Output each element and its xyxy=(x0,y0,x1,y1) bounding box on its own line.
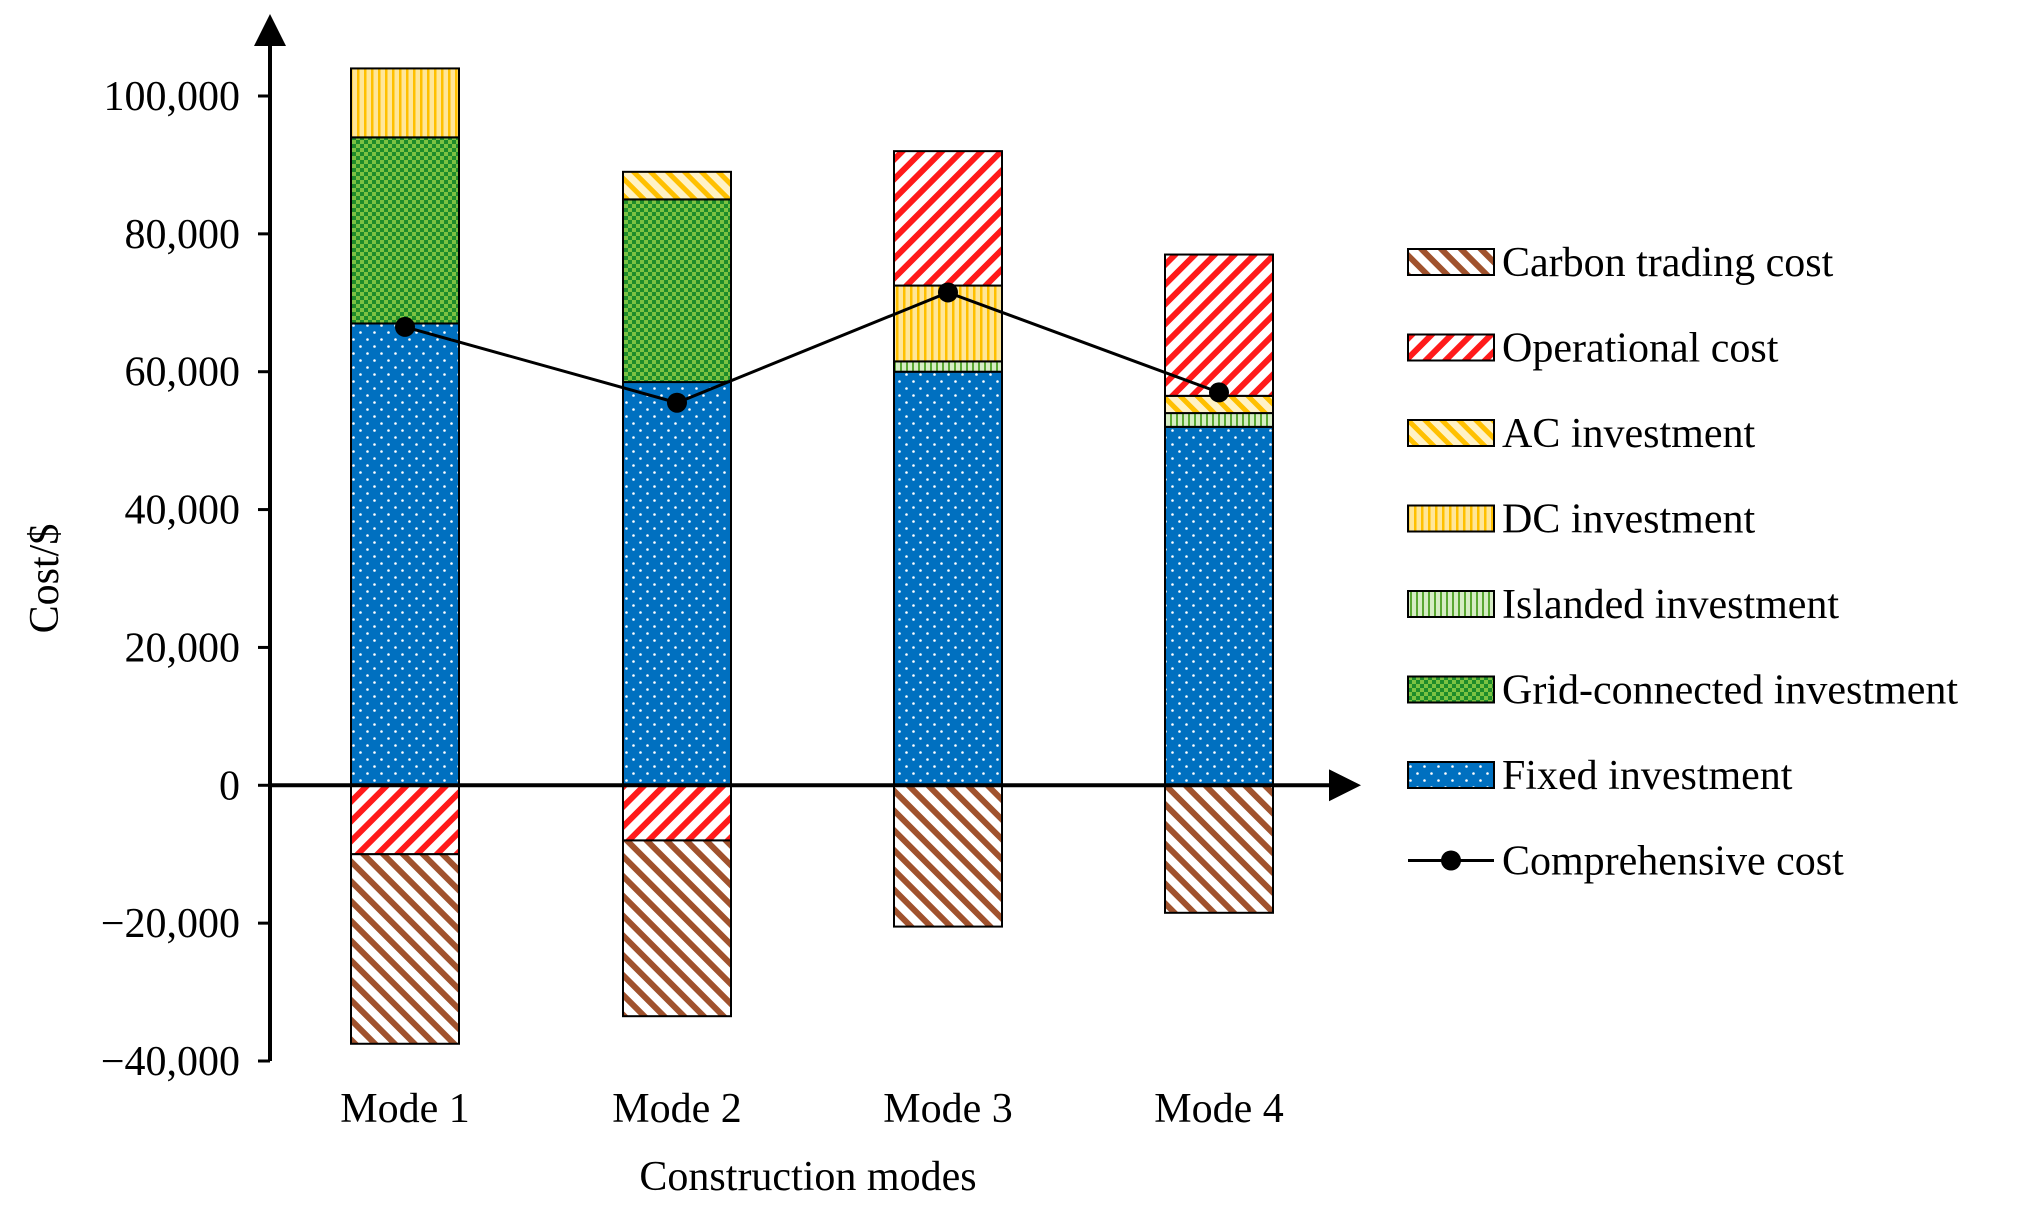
legend-label: Fixed investment xyxy=(1502,753,1793,799)
legend-swatch xyxy=(1408,591,1494,617)
comprehensive-cost-point xyxy=(667,393,687,413)
legend-swatch xyxy=(1408,677,1494,703)
legend-swatch-marker xyxy=(1441,851,1461,871)
y-tick-label: 60,000 xyxy=(125,350,241,396)
legend-swatch xyxy=(1408,249,1494,275)
bar-mode-2-operational-cost xyxy=(623,785,731,840)
bar-mode-4-carbon-trading-cost xyxy=(1165,785,1273,913)
y-tick-label: 80,000 xyxy=(125,212,241,258)
legend-label: AC investment xyxy=(1502,411,1755,457)
bar-mode-3-operational-cost xyxy=(894,151,1002,285)
legend-label: Grid-connected investment xyxy=(1502,668,1958,714)
comprehensive-cost-line-layer xyxy=(395,282,1229,412)
bar-mode-2-fixed-investment xyxy=(623,382,731,785)
chart-container: 100,000 80,000 60,000 40,000 20,000 0 −20,000 −… xyxy=(0,0,2040,1223)
bar-mode-4-islanded-investment xyxy=(1165,413,1273,427)
legend-item-operational-cost: Operational cost xyxy=(1408,326,1779,372)
bar-mode-1-carbon-trading-cost xyxy=(351,854,459,1044)
bar-mode-2-grid-connected-investment xyxy=(623,199,731,382)
legend-swatch xyxy=(1408,506,1494,532)
x-axis-title: Construction modes xyxy=(639,1154,976,1200)
x-tick-label: Mode 1 xyxy=(340,1086,470,1132)
legend-swatch xyxy=(1408,335,1494,361)
legend-item-dc-investment: DC investment xyxy=(1408,497,1755,543)
bar-mode-1-fixed-investment xyxy=(351,323,459,785)
comprehensive-cost-point xyxy=(1209,382,1229,402)
x-tick-label: Mode 2 xyxy=(612,1086,742,1132)
legend-label: Operational cost xyxy=(1502,326,1779,372)
y-tick-label: −20,000 xyxy=(101,901,240,947)
legend-item-islanded-investment: Islanded investment xyxy=(1408,582,1839,628)
bar-mode-1-dc-investment xyxy=(351,68,459,137)
legend-item-ac-investment: AC investment xyxy=(1408,411,1755,457)
legend-label: Carbon trading cost xyxy=(1502,240,1834,286)
bar-mode-2-carbon-trading-cost xyxy=(623,840,731,1016)
comprehensive-cost-point xyxy=(395,317,415,337)
legend-swatch xyxy=(1408,420,1494,446)
legend-item-grid-connected-investment: Grid-connected investment xyxy=(1408,668,1958,714)
legend-item-fixed-investment: Fixed investment xyxy=(1408,753,1793,799)
legend-item-carbon-trading-cost: Carbon trading cost xyxy=(1408,240,1834,286)
x-tick-label: Mode 4 xyxy=(1154,1086,1284,1132)
bar-mode-2-ac-investment xyxy=(623,172,731,200)
y-axis-title: Cost/$ xyxy=(22,524,68,634)
y-tick-label: −40,000 xyxy=(101,1039,240,1085)
bar-mode-3-fixed-investment xyxy=(894,372,1002,786)
comprehensive-cost-line xyxy=(405,292,1219,402)
legend: Carbon trading cost Operational cost AC in… xyxy=(1408,240,1958,885)
y-tick-label: 100,000 xyxy=(104,74,241,120)
bar-mode-4-operational-cost xyxy=(1165,255,1273,396)
bar-mode-4-fixed-investment xyxy=(1165,427,1273,785)
legend-label: Islanded investment xyxy=(1502,582,1839,628)
stacked-bar-chart: 100,000 80,000 60,000 40,000 20,000 0 −20,000 −… xyxy=(0,0,2040,1223)
comprehensive-cost-point xyxy=(938,282,958,302)
legend-label: Comprehensive cost xyxy=(1502,839,1844,885)
legend-label: DC investment xyxy=(1502,497,1755,543)
legend-item-comprehensive-cost: Comprehensive cost xyxy=(1408,839,1844,885)
y-tick-label: 0 xyxy=(219,763,240,809)
y-tick-label: 20,000 xyxy=(125,625,241,671)
bar-mode-1-grid-connected-investment xyxy=(351,137,459,323)
legend-swatch xyxy=(1408,762,1494,788)
x-tick-label: Mode 3 xyxy=(883,1086,1013,1132)
bar-mode-1-operational-cost xyxy=(351,785,459,854)
bars-layer xyxy=(351,68,1273,1043)
bar-mode-3-islanded-investment xyxy=(894,361,1002,371)
bar-mode-3-carbon-trading-cost xyxy=(894,785,1002,926)
y-tick-label: 40,000 xyxy=(125,488,241,534)
